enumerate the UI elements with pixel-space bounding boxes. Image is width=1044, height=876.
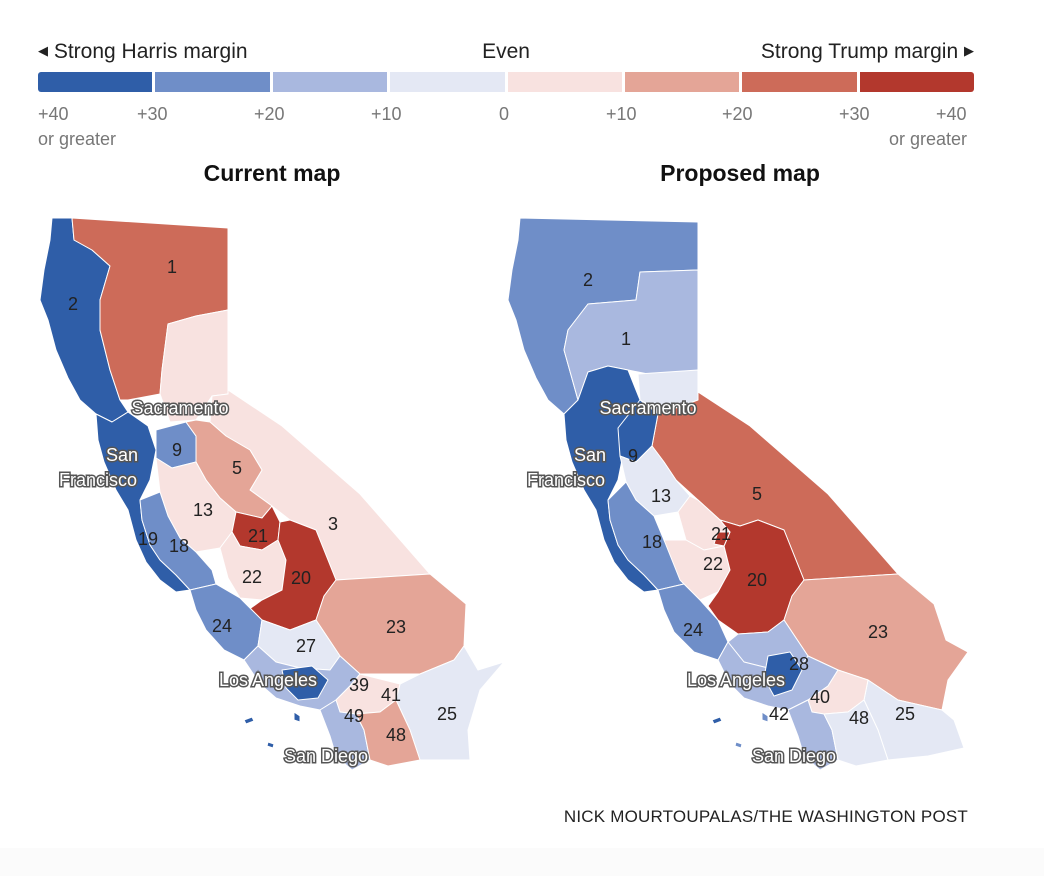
bottom-band — [0, 848, 1044, 876]
city-label-san: San — [106, 445, 138, 465]
tick-label: 0 — [499, 104, 509, 125]
district-label: 9 — [172, 440, 182, 460]
city-label-san: San — [574, 445, 606, 465]
current-map-title: Current map — [122, 160, 422, 187]
district-label: 23 — [386, 617, 406, 637]
district-label: 24 — [683, 620, 703, 640]
swatch-trump-10 — [625, 72, 739, 92]
district-label: 40 — [810, 687, 830, 707]
district-label: 42 — [769, 704, 789, 724]
proposed-map: 1 2 5 9 13 18 20 21 22 23 24 25 28 40 42… — [468, 200, 988, 790]
city-label-san-diego: San Diego — [284, 746, 368, 766]
district-label: 21 — [711, 524, 731, 544]
swatch-harris-10 — [390, 72, 504, 92]
credit-line: NICK MOURTOUPALAS/THE WASHINGTON POST — [564, 807, 968, 827]
color-scale — [38, 72, 974, 92]
island-shape — [712, 717, 722, 724]
district-label: 22 — [703, 554, 723, 574]
city-label-sacramento: Sacramento — [131, 398, 228, 418]
district-label: 48 — [849, 708, 869, 728]
district-label: 22 — [242, 567, 262, 587]
island-shape — [735, 742, 742, 748]
district-label: 2 — [583, 270, 593, 290]
tick-label: +30 — [839, 104, 870, 125]
district-label: 28 — [789, 654, 809, 674]
tick-label: +40 — [38, 104, 69, 125]
district-label: 5 — [752, 484, 762, 504]
tick-label: +20 — [254, 104, 285, 125]
tick-label: +20 — [722, 104, 753, 125]
district-label: 5 — [232, 458, 242, 478]
district-label: 20 — [747, 570, 767, 590]
district-label: 13 — [193, 500, 213, 520]
legend-header: ◀ Strong Harris margin Even Strong Trump… — [38, 40, 974, 66]
right-arrow-icon: ▶ — [964, 43, 974, 58]
swatch-trump-0 — [508, 72, 622, 92]
city-label-francisco: Francisco — [527, 470, 605, 490]
trump-margin-label: Strong Trump margin ▶ — [761, 40, 974, 64]
swatch-harris-30 — [155, 72, 269, 92]
district-label: 13 — [651, 486, 671, 506]
district-label: 23 — [868, 622, 888, 642]
current-map: 1 2 3 5 9 13 18 19 20 21 22 23 24 25 27 … — [0, 200, 520, 790]
district-label: 25 — [895, 704, 915, 724]
district-label: 48 — [386, 725, 406, 745]
swatch-trump-30 — [860, 72, 974, 92]
left-sub-label: or greater — [38, 129, 116, 150]
district-label: 19 — [138, 529, 158, 549]
tick-label: +30 — [137, 104, 168, 125]
district-label: 9 — [628, 446, 638, 466]
district-label: 18 — [642, 532, 662, 552]
city-label-francisco: Francisco — [59, 470, 137, 490]
tick-label: +10 — [606, 104, 637, 125]
district-label: 21 — [248, 526, 268, 546]
district-label: 20 — [291, 568, 311, 588]
island-shape — [762, 712, 768, 722]
district-label: 25 — [437, 704, 457, 724]
city-label-los-angeles: Los Angeles — [687, 670, 785, 690]
district-label: 39 — [349, 675, 369, 695]
city-label-san-diego: San Diego — [752, 746, 836, 766]
island-shape — [244, 717, 254, 724]
right-sub-label: or greater — [889, 129, 967, 150]
swatch-trump-20 — [742, 72, 856, 92]
tick-label: +40 — [936, 104, 967, 125]
district-label: 1 — [167, 257, 177, 277]
district-label: 3 — [328, 514, 338, 534]
city-label-los-angeles: Los Angeles — [219, 670, 317, 690]
proposed-map-title: Proposed map — [590, 160, 890, 187]
district-label: 24 — [212, 616, 232, 636]
city-label-sacramento: Sacramento — [599, 398, 696, 418]
district-label: 18 — [169, 536, 189, 556]
district-label: 2 — [68, 294, 78, 314]
district-label: 1 — [621, 329, 631, 349]
swatch-harris-20 — [273, 72, 387, 92]
district-label: 41 — [381, 685, 401, 705]
island-shape — [267, 742, 274, 748]
tick-label: +10 — [371, 104, 402, 125]
district-label: 49 — [344, 706, 364, 726]
district-label: 27 — [296, 636, 316, 656]
island-shape — [294, 712, 300, 722]
swatch-harris-40 — [38, 72, 152, 92]
